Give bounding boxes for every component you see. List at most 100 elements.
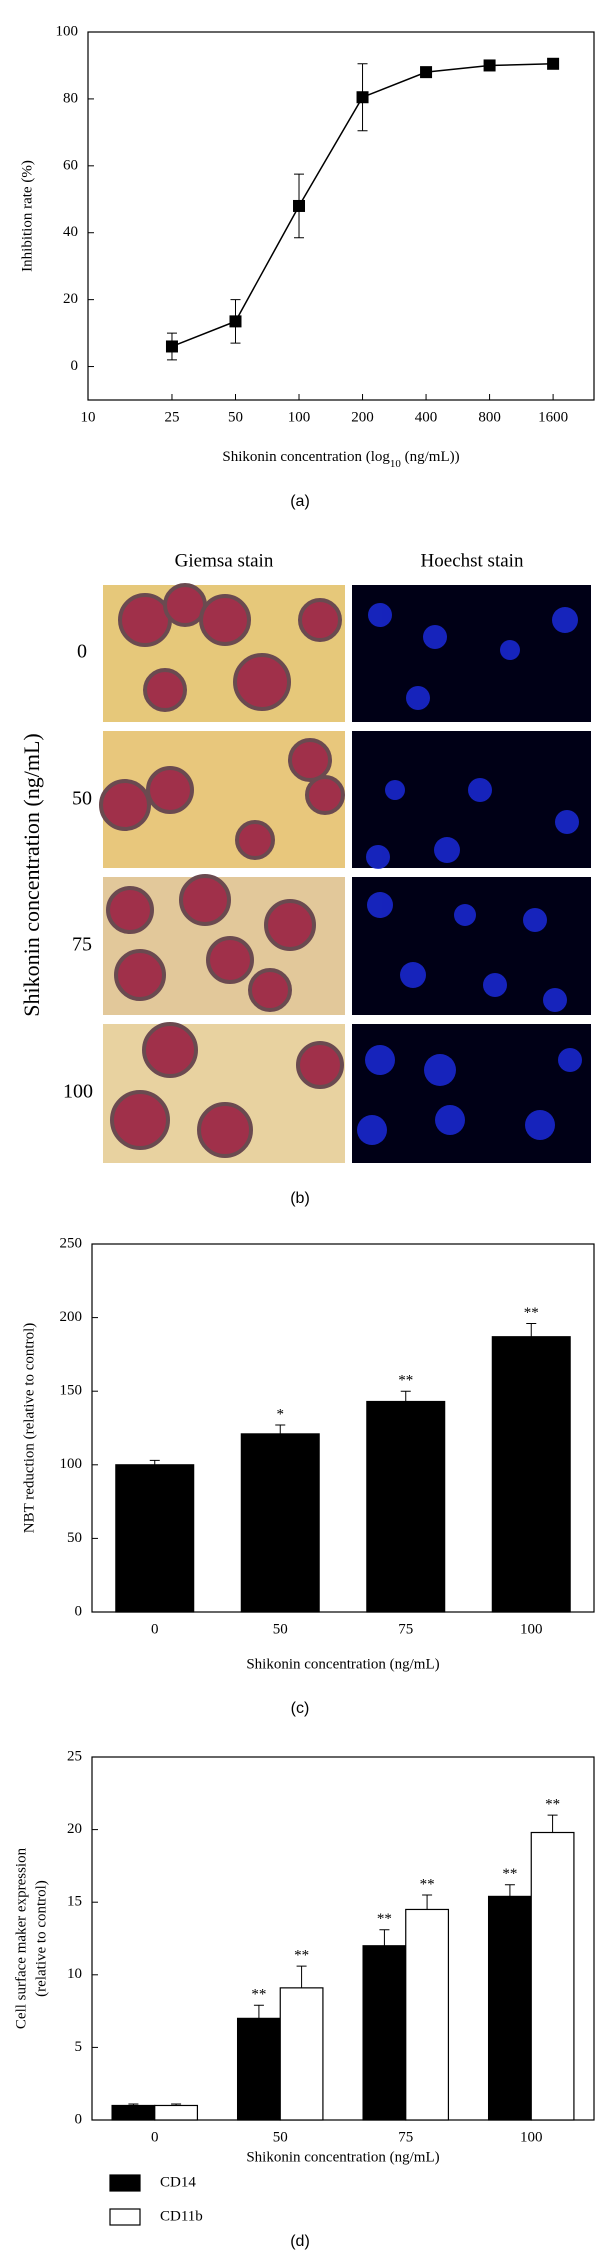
significance-mark: *	[277, 1406, 285, 1422]
marker	[547, 57, 560, 70]
x-tick-label: 75	[398, 2129, 413, 2145]
micrographs	[99, 583, 591, 1163]
bar	[111, 2104, 156, 2121]
x-tick-label: 100	[520, 1621, 543, 1637]
y-tick-label: 60	[63, 157, 78, 173]
significance-mark: **	[524, 1305, 539, 1321]
error-bar	[526, 1322, 537, 1337]
error-bar	[149, 1459, 160, 1465]
error-bar	[547, 1814, 558, 1833]
plot-frame	[91, 1243, 595, 1613]
panel-label: (d)	[290, 2233, 310, 2250]
error-bar	[253, 2004, 264, 2019]
marker	[483, 59, 496, 72]
y-tick-label: 15	[67, 1894, 82, 1910]
plot-frame	[87, 31, 595, 401]
x-axis-label: Shikonin concentration (ng/mL)	[246, 2149, 439, 2165]
legend-label: CD11b	[160, 2208, 203, 2224]
x-tick-label: 10	[81, 409, 96, 425]
legend-swatch	[109, 2174, 141, 2192]
x-tick-label: 50	[228, 409, 243, 425]
marker	[293, 199, 306, 212]
x-tick-label: 800	[478, 409, 501, 425]
bar	[487, 1895, 532, 2121]
bar	[115, 1464, 195, 1613]
bar	[240, 1433, 320, 1613]
y-tick-label: 100	[56, 23, 79, 39]
bar	[491, 1336, 571, 1613]
x-tick-label: 200	[351, 409, 374, 425]
y-axis-label: Inhibition rate (%)	[19, 160, 35, 272]
marker	[229, 315, 242, 328]
panel-label: (b)	[290, 1190, 310, 1207]
significance-mark: **	[398, 1373, 413, 1389]
y-tick-label: 10	[67, 1966, 82, 1982]
significance-mark: **	[251, 1987, 266, 2003]
y-tick-label: 0	[75, 1603, 83, 1619]
y-tick-label: 25	[67, 1748, 82, 1764]
bar	[236, 2017, 281, 2121]
y-tick-label: 20	[63, 291, 78, 307]
x-tick-label: 100	[520, 2129, 543, 2145]
y-axis-label: NBT reduction (relative to control)	[21, 1323, 37, 1534]
x-axis-label: Shikonin concentration (log10 (ng/mL))	[222, 449, 459, 469]
significance-mark: **	[545, 1797, 560, 1813]
bar	[366, 1400, 446, 1613]
significance-mark: **	[294, 1948, 309, 1964]
y-tick-label: 40	[63, 224, 78, 240]
panel-label: (a)	[290, 493, 310, 510]
bar	[530, 1831, 575, 2121]
marker	[165, 340, 178, 353]
x-tick-label: 1600	[538, 409, 568, 425]
y-tick-label: 0	[75, 2111, 83, 2127]
x-axis-label-sub: 10	[390, 458, 402, 470]
significance-mark: **	[502, 1866, 517, 1882]
column-label: Giemsa stain	[175, 550, 274, 571]
marker	[356, 91, 369, 104]
y-tick-label: 80	[63, 90, 78, 106]
plot-frame	[91, 1756, 595, 2121]
error-bar	[504, 1884, 515, 1897]
y-tick-label: 50	[67, 1530, 82, 1546]
significance-mark: **	[420, 1876, 435, 1892]
bar	[362, 1945, 407, 2121]
y-tick-label: 100	[60, 1456, 83, 1472]
significance-mark: **	[377, 1911, 392, 1927]
x-axis-label-part: Shikonin concentration (log	[222, 449, 390, 465]
y-tick-label: 20	[67, 1821, 82, 1837]
x-tick-label: 25	[164, 409, 179, 425]
x-tick-label: 50	[273, 2129, 288, 2145]
x-tick-label: 75	[398, 1621, 413, 1637]
bar	[154, 2104, 199, 2121]
error-bar	[422, 1894, 433, 1910]
y-axis-label: (relative to control)	[33, 1880, 49, 1997]
y-tick-label: 0	[71, 358, 79, 374]
x-axis-label: Shikonin concentration (ng/mL)	[246, 1656, 439, 1672]
x-tick-label: 0	[151, 1621, 159, 1637]
row-label: 75	[72, 934, 92, 956]
y-tick-label: 5	[75, 2039, 83, 2055]
x-tick-label: 50	[273, 1621, 288, 1637]
row-label: 0	[77, 641, 87, 663]
y-axis-label: Cell surface maker expression	[13, 1847, 29, 2029]
y-tick-label: 200	[60, 1309, 83, 1325]
y-tick-label: 250	[60, 1235, 83, 1251]
legend-label: CD14	[160, 2174, 196, 2190]
legend-swatch	[109, 2208, 141, 2226]
bar	[405, 1908, 450, 2121]
column-label: Hoechst stain	[421, 550, 524, 571]
row-axis-label: Shikonin concentration (ng/mL)	[19, 733, 44, 1017]
bar	[279, 1987, 324, 2121]
error-bar	[379, 1929, 390, 1946]
error-bar	[400, 1390, 411, 1402]
x-axis-label-part: (ng/mL))	[401, 449, 460, 465]
marker	[420, 66, 433, 79]
x-tick-label: 400	[415, 409, 438, 425]
error-bar	[275, 1424, 286, 1434]
row-label: 50	[72, 788, 92, 810]
x-tick-label: 0	[151, 2129, 159, 2145]
x-tick-label: 100	[288, 409, 311, 425]
row-label: 100	[63, 1081, 93, 1103]
panel-label: (c)	[291, 1700, 310, 1717]
